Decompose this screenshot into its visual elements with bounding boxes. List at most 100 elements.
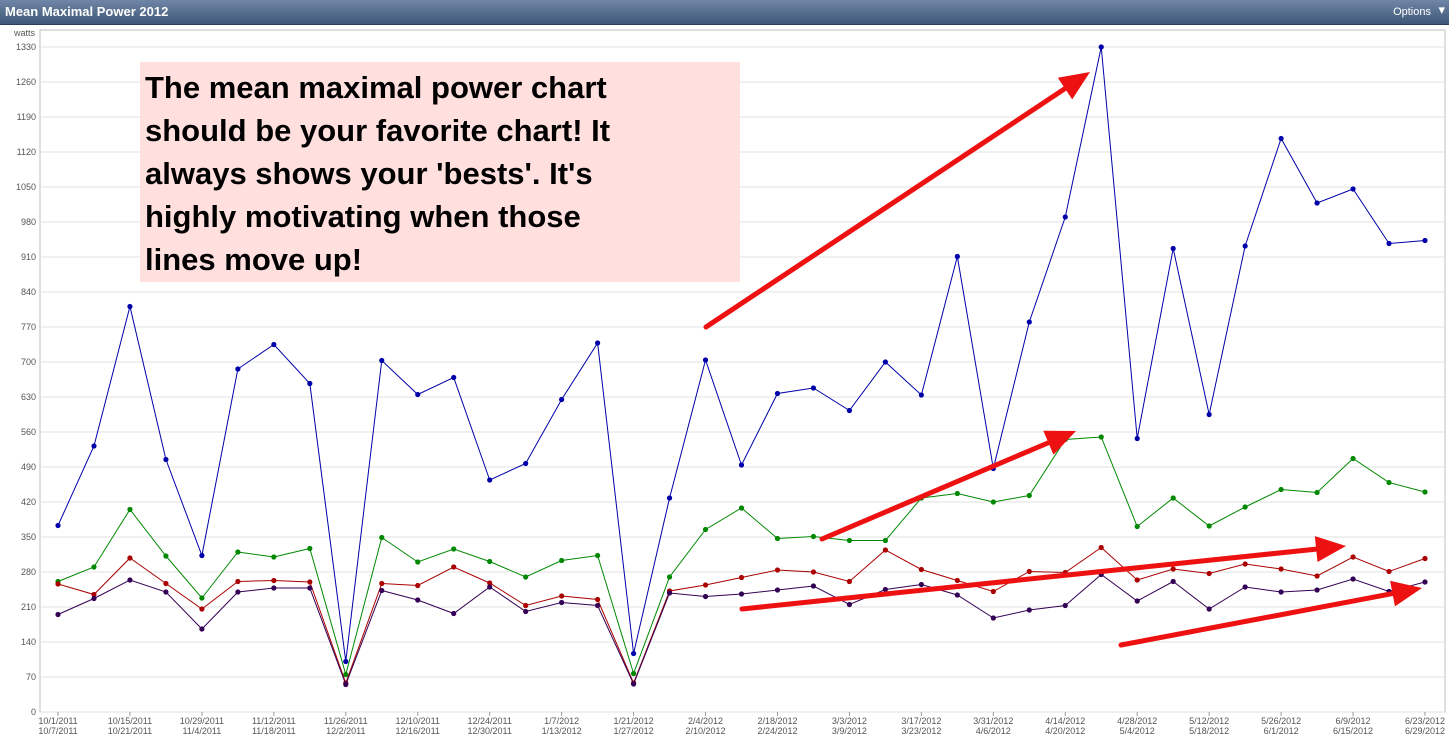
- data-point: [235, 578, 241, 585]
- series-line: [57, 573, 1426, 686]
- data-point: [343, 681, 349, 688]
- x-tick-label: 5/26/2012: [1261, 716, 1301, 726]
- arrow-shaft: [739, 546, 1319, 612]
- data-point: [1026, 492, 1032, 499]
- data-point: [954, 577, 960, 584]
- annotation-arrows: [703, 72, 1422, 648]
- data-point: [235, 549, 241, 555]
- arrow-bottom: [1118, 580, 1422, 648]
- x-tick-label: 11/4/2011: [183, 726, 222, 736]
- data-point: [630, 681, 637, 687]
- data-point: [379, 587, 385, 594]
- x-tick-label: 10/7/2011: [38, 726, 77, 736]
- data-point: [415, 597, 421, 603]
- data-point: [954, 592, 960, 598]
- data-point: [1422, 579, 1428, 585]
- data-point: [1278, 566, 1284, 572]
- arrow-middle: [819, 430, 1076, 542]
- data-point: [1170, 566, 1176, 572]
- arrow-head: [1390, 580, 1422, 607]
- data-point: [990, 615, 996, 621]
- x-tick-label: 6/23/2012: [1405, 716, 1445, 726]
- data-point: [55, 522, 61, 529]
- y-tick-label: 1050: [16, 182, 36, 192]
- data-point: [235, 366, 241, 372]
- data-point: [451, 564, 457, 570]
- data-point: [1062, 602, 1068, 609]
- x-tick-label: 2/4/2012: [688, 716, 723, 726]
- y-tick-label: 1260: [16, 77, 36, 87]
- data-point: [810, 385, 817, 391]
- data-point: [1422, 555, 1428, 562]
- options-dropdown-icon[interactable]: ▾: [1438, 3, 1445, 18]
- data-point: [91, 564, 97, 570]
- data-point: [91, 443, 97, 449]
- chart-axes: 0 70 140 210 280 350 420 490 560 630 700 770 840 910 9…: [13, 28, 1445, 736]
- y-tick-label: 0: [31, 707, 36, 717]
- y-tick-label: 560: [21, 427, 36, 437]
- data-point: [163, 456, 169, 463]
- x-tick-label: 3/9/2012: [832, 726, 867, 736]
- data-point: [1314, 489, 1320, 496]
- data-point: [559, 599, 565, 606]
- data-point: [1350, 186, 1356, 192]
- data-point: [1242, 584, 1248, 590]
- data-point: [595, 340, 601, 346]
- data-point: [1026, 319, 1032, 325]
- data-point: [1350, 576, 1356, 582]
- data-point: [1350, 455, 1356, 462]
- data-point: [91, 595, 97, 602]
- x-tick-label: 10/1/2011: [38, 716, 77, 726]
- data-point: [774, 567, 781, 573]
- y-tick-label: 420: [21, 497, 36, 507]
- data-point: [1134, 577, 1140, 583]
- window-title: Mean Maximal Power 2012: [5, 4, 169, 19]
- data-point: [846, 578, 853, 585]
- data-point: [630, 650, 637, 657]
- y-tick-label: 840: [21, 287, 36, 297]
- data-point: [810, 583, 817, 589]
- options-menu[interactable]: Options: [1393, 6, 1431, 18]
- annotation-callout: The mean maximal power chart should be y…: [140, 62, 740, 282]
- data-point: [738, 462, 745, 468]
- series-2: [55, 434, 1428, 678]
- data-point: [523, 574, 529, 580]
- x-tick-label: 1/7/2012: [544, 716, 579, 726]
- y-tick-label: 490: [21, 462, 36, 472]
- x-tick-label: 11/12/2011: [252, 716, 296, 726]
- data-point: [559, 396, 565, 403]
- x-tick-label: 11/18/2011: [252, 726, 296, 736]
- data-point: [1206, 411, 1212, 418]
- data-point: [1242, 504, 1248, 510]
- data-point: [990, 588, 996, 595]
- data-point: [127, 577, 133, 583]
- data-point: [918, 392, 924, 398]
- data-point: [774, 390, 781, 397]
- data-point: [1206, 570, 1212, 577]
- x-tick-label: 12/2/2011: [326, 726, 365, 736]
- data-point: [127, 303, 133, 310]
- x-tick-label: 6/29/2012: [1405, 726, 1445, 736]
- data-point: [1242, 561, 1248, 567]
- data-point: [1278, 589, 1284, 595]
- y-tick-label: 70: [26, 672, 36, 682]
- arrow-lower: [739, 536, 1346, 612]
- arrow-head: [1314, 536, 1346, 563]
- x-tick-label: 4/14/2012: [1045, 716, 1085, 726]
- data-point: [307, 545, 313, 552]
- data-point: [1062, 214, 1068, 220]
- data-point: [882, 359, 888, 365]
- data-point: [487, 584, 493, 590]
- data-point: [1170, 578, 1176, 585]
- x-tick-label: 5/12/2012: [1189, 716, 1229, 726]
- data-point: [199, 595, 205, 601]
- y-tick-label: 1330: [16, 42, 36, 52]
- arrow-head: [1043, 430, 1076, 455]
- data-point: [523, 460, 529, 467]
- data-point: [918, 566, 924, 573]
- data-point: [451, 374, 457, 381]
- data-point: [523, 608, 529, 615]
- x-tick-label: 5/18/2012: [1189, 726, 1229, 736]
- x-tick-label: 10/21/2011: [108, 726, 152, 736]
- data-point: [1386, 568, 1392, 575]
